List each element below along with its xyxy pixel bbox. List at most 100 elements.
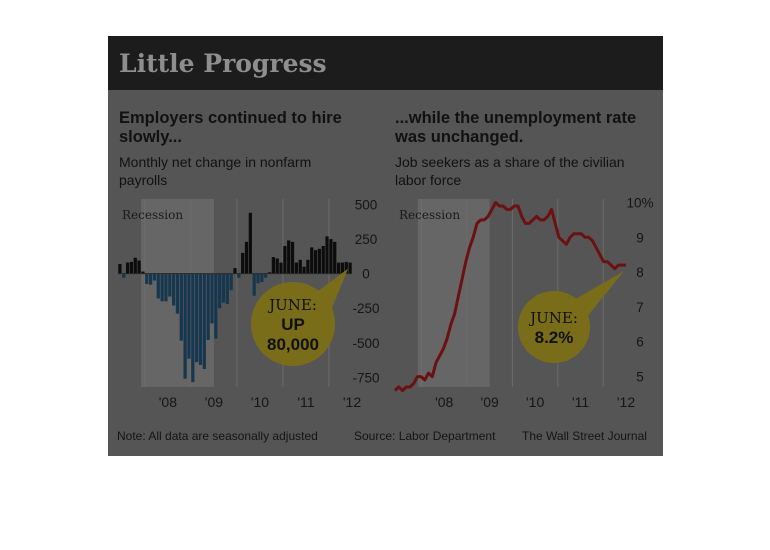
payroll-bar [225, 273, 229, 305]
payroll-bar [202, 273, 206, 370]
payroll-bar [214, 273, 218, 339]
footer-credit: The Wall Street Journal [522, 429, 647, 443]
payroll-y-tick-label: 500 [355, 198, 378, 213]
payroll-bar [275, 258, 279, 274]
unemployment-y-tick-label: 7 [636, 300, 644, 315]
payroll-bar [317, 248, 322, 274]
unemployment-callout-bubble [518, 291, 590, 363]
footer-note: Note: All data are seasonally adjusted [117, 429, 318, 443]
payroll-bar [195, 273, 199, 363]
payroll-callout-bubble [251, 282, 335, 366]
payroll-bar [336, 262, 341, 274]
unemployment-x-tick-label: '10 [526, 394, 544, 410]
unemployment-x-tick-label: '11 [572, 394, 589, 410]
unemployment-y-tick-label: 5 [636, 370, 644, 385]
payroll-bar [248, 212, 252, 274]
payroll-bar [164, 273, 168, 302]
payroll-bar [229, 273, 233, 291]
payroll-bar [145, 273, 149, 285]
payroll-bar [191, 273, 195, 383]
payroll-y-tick-label: -500 [352, 336, 379, 351]
payroll-bar [260, 273, 264, 282]
payroll-bar [156, 273, 160, 299]
unemployment-callout-text: 8.2% [535, 328, 574, 347]
payroll-bar [129, 261, 134, 274]
unemployment-y-tick-label: 6 [636, 335, 644, 350]
payroll-y-tick-label: -750 [352, 370, 379, 385]
left-panel-heading: Employers continued to hire slowly... [119, 109, 342, 146]
payroll-bar [206, 273, 210, 340]
payroll-bar [287, 240, 291, 274]
right-panel-subheading: Job seekers as a share of the civilian l… [395, 154, 625, 188]
unemployment-y-tick-label: 10% [626, 195, 653, 210]
payroll-bar [137, 260, 141, 274]
payroll-bar [244, 241, 249, 274]
payroll-bar [187, 273, 191, 359]
payroll-bar [302, 266, 306, 274]
unemployment-line [393, 201, 626, 392]
payroll-x-tick-label: '09 [205, 394, 223, 410]
payroll-bar [267, 272, 272, 274]
payroll-bar [290, 241, 295, 274]
payroll-callout-text: JUNE: [267, 296, 317, 314]
payroll-bar [256, 273, 260, 284]
payroll-bar [168, 273, 172, 297]
payroll-callout-text: UP [281, 315, 305, 334]
payroll-bar [344, 261, 348, 274]
payroll-y-tick-label: 0 [362, 267, 370, 282]
page-title: Little Progress [119, 49, 327, 78]
footer-source: Source: Labor Department [354, 429, 496, 443]
payroll-recession-label: Recession [122, 208, 183, 222]
payroll-chart: Recession '08 '09 '10 '11 '12 500 250 0 -250 -500 -… [118, 198, 380, 410]
payroll-bar [252, 273, 256, 296]
payroll-bar [325, 236, 329, 274]
payroll-bar [198, 273, 203, 365]
payroll-y-tick-label: -250 [352, 301, 379, 316]
payroll-bar [264, 273, 268, 278]
payroll-bar [310, 247, 314, 274]
payroll-bar [294, 262, 298, 274]
payroll-bar [283, 246, 287, 274]
payroll-bar [241, 252, 245, 274]
payroll-bar [172, 273, 176, 306]
chart-graphic: Little Progress Employers continued to h… [108, 36, 663, 456]
payroll-bar [237, 273, 241, 278]
payroll-bar [210, 273, 214, 324]
unemployment-callout-text: JUNE: [528, 309, 578, 327]
payroll-bar [313, 250, 318, 274]
left-panel-subheading: Monthly net change in nonfarm payrolls [119, 154, 312, 188]
payroll-bar [333, 241, 337, 274]
payroll-bar [175, 273, 180, 314]
payroll-bar [271, 257, 275, 274]
payroll-bar [118, 263, 122, 274]
right-panel-heading: ...while the unemployment rate was uncha… [395, 109, 637, 146]
payroll-x-tick-label: '08 [159, 394, 177, 410]
payroll-bar [218, 273, 222, 309]
payroll-bar [179, 273, 183, 341]
unemployment-x-tick-label: '08 [435, 394, 453, 410]
title-bar: Little Progress [108, 36, 663, 90]
unemployment-chart: Recession '08 '09 '10 '11 '12 10% 9 8 7 6 5 JUNE:8.2… [393, 195, 654, 410]
payroll-bar [122, 273, 126, 278]
unemployment-y-tick-label: 8 [636, 265, 644, 280]
payroll-callout-text: 80,000 [267, 335, 319, 354]
unemployment-x-tick-label: '09 [481, 394, 499, 410]
charts-canvas: Recession '08 '09 '10 '11 '12 500 250 0 -250 -500 -… [118, 195, 654, 410]
payroll-bar [221, 273, 226, 303]
payroll-bar [141, 271, 145, 274]
payroll-bar [279, 262, 283, 274]
payroll-bar [233, 268, 237, 274]
payroll-bar [340, 262, 345, 274]
unemployment-recession-band [417, 199, 490, 387]
payroll-bar [160, 273, 164, 302]
payroll-y-tick-label: 250 [355, 232, 378, 247]
payroll-bar [152, 273, 157, 281]
unemployment-y-tick-label: 9 [636, 230, 644, 245]
unemployment-x-tick-label: '12 [617, 394, 635, 410]
footer: Note: All data are seasonally adjusted S… [108, 429, 663, 449]
payroll-bar [329, 239, 333, 274]
payroll-x-tick-label: '12 [343, 394, 361, 410]
payroll-bar [321, 246, 325, 274]
payroll-bar [306, 259, 310, 274]
payroll-x-tick-label: '11 [297, 394, 314, 410]
